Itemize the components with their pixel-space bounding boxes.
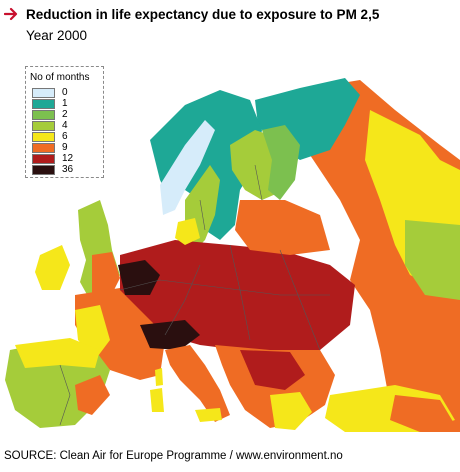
legend-swatch bbox=[32, 110, 55, 120]
legend-label: 4 bbox=[62, 120, 68, 131]
legend-label: 0 bbox=[62, 87, 68, 98]
legend-label: 36 bbox=[62, 164, 74, 175]
legend-label: 1 bbox=[62, 98, 68, 109]
europe-map bbox=[5, 78, 460, 432]
source-note: SOURCE: Clean Air for Europe Programme /… bbox=[4, 450, 343, 462]
region-england-orange bbox=[92, 252, 120, 298]
region-italy bbox=[165, 345, 230, 422]
region-sicily bbox=[195, 408, 222, 422]
map-subtitle: Year 2000 bbox=[26, 28, 88, 43]
region-denmark bbox=[175, 218, 200, 245]
legend-swatch bbox=[32, 99, 55, 109]
region-balkans-red bbox=[240, 350, 305, 390]
legend-item: 6 bbox=[32, 131, 102, 142]
legend-swatch bbox=[32, 121, 55, 131]
region-benelux-hotspot bbox=[118, 260, 160, 295]
legend-swatch bbox=[32, 154, 55, 164]
legend-swatch bbox=[32, 88, 55, 98]
legend-swatch bbox=[32, 143, 55, 153]
legend-item: 2 bbox=[32, 109, 102, 120]
region-scandinavia-teal bbox=[150, 90, 262, 240]
region-iberia-yellow-north bbox=[15, 338, 100, 368]
region-sardinia bbox=[150, 388, 164, 412]
map-title: Reduction in life expectancy due to expo… bbox=[26, 7, 380, 22]
legend-swatch bbox=[32, 165, 55, 175]
region-finland-yellow bbox=[262, 125, 300, 200]
region-turkey-orange bbox=[390, 395, 455, 432]
legend-item: 9 bbox=[32, 142, 102, 153]
legend-item: 0 bbox=[32, 87, 102, 98]
map-legend: No of months 0 1 2 4 6 9 12 36 bbox=[25, 66, 104, 178]
region-scandinavia-lightblue bbox=[160, 120, 215, 215]
right-arrow-icon bbox=[4, 7, 18, 21]
legend-swatch bbox=[32, 132, 55, 142]
legend-label: 6 bbox=[62, 131, 68, 142]
legend-item: 36 bbox=[32, 164, 102, 175]
region-north-italy-hotspot bbox=[140, 320, 200, 350]
region-baltic-orange bbox=[235, 200, 330, 255]
legend-label: 12 bbox=[62, 153, 74, 164]
legend-label: 9 bbox=[62, 142, 68, 153]
region-greece bbox=[270, 392, 312, 430]
region-russia-green-se bbox=[405, 220, 460, 300]
region-ireland bbox=[35, 245, 70, 290]
legend-item: 4 bbox=[32, 120, 102, 131]
region-corsica bbox=[155, 368, 163, 386]
region-iberia-orange-coast bbox=[75, 375, 110, 415]
legend-item: 1 bbox=[32, 98, 102, 109]
country-borders bbox=[59, 164, 330, 426]
legend-label: 2 bbox=[62, 109, 68, 120]
legend-item: 12 bbox=[32, 153, 102, 164]
legend-title: No of months bbox=[30, 72, 90, 83]
